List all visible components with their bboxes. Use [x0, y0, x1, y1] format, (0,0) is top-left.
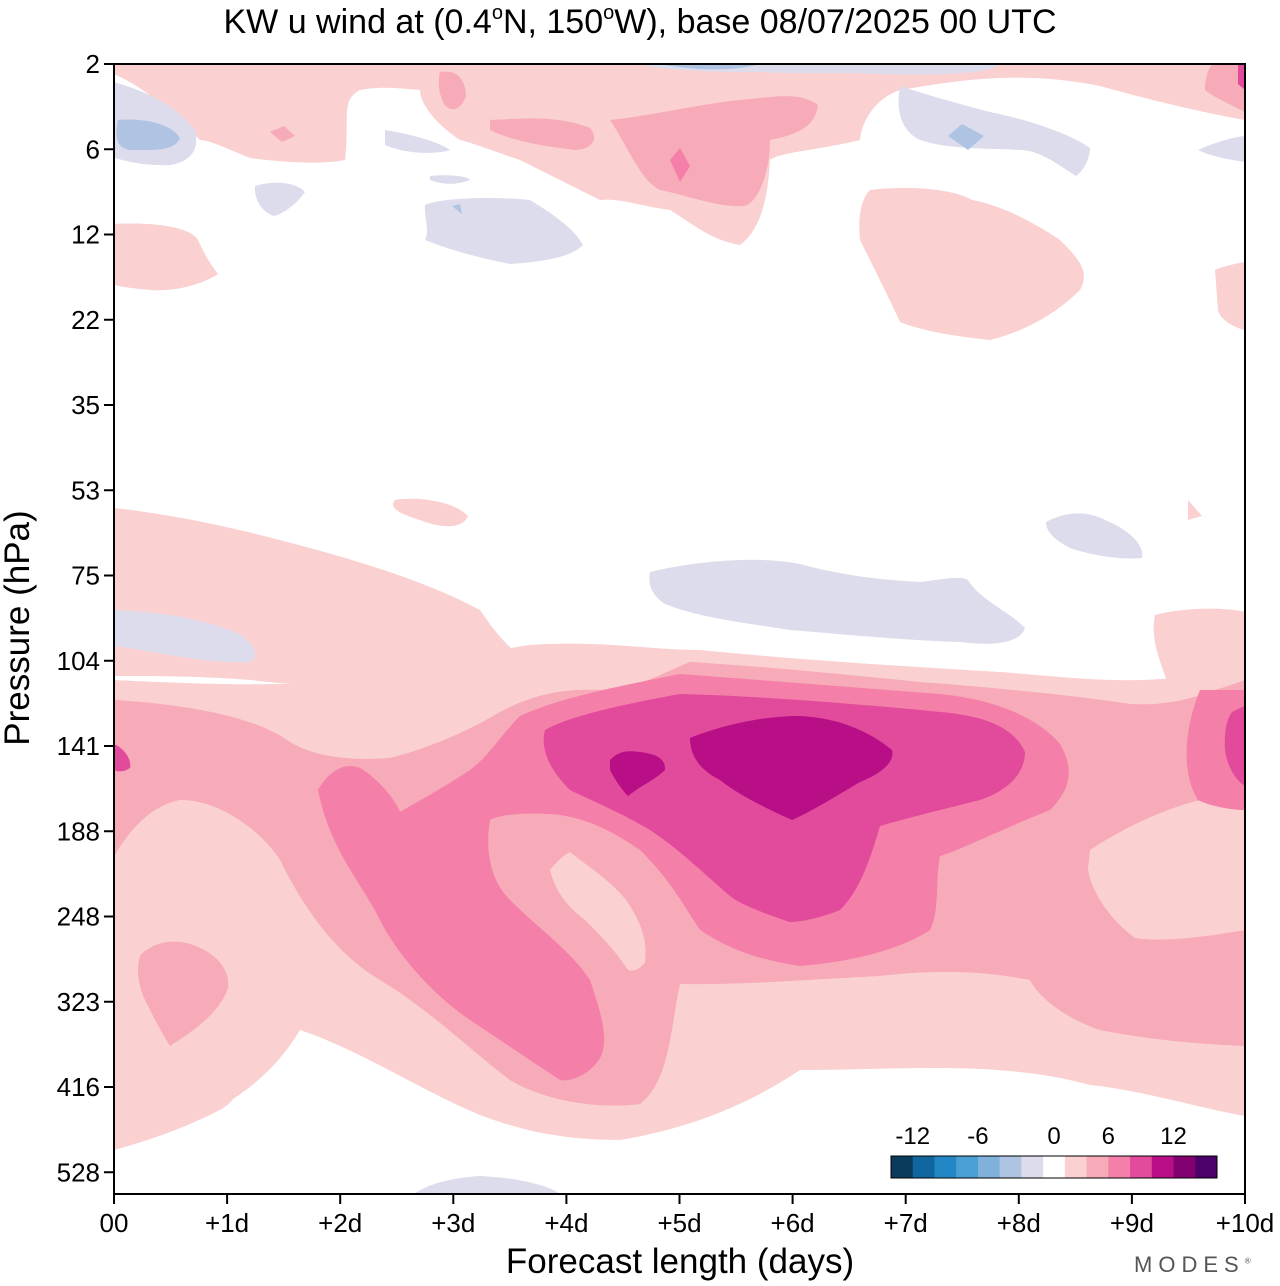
x-tick-label: +9d	[1110, 1208, 1154, 1238]
contour-pos1-strat-farright	[1215, 262, 1245, 330]
colorbar-swatch	[1043, 1156, 1066, 1178]
contour-neg1-b	[254, 182, 305, 216]
colorbar-tick-label: -12	[895, 1123, 930, 1150]
x-tick-label: +1d	[205, 1208, 249, 1238]
colorbar-frame	[890, 1155, 1218, 1179]
x-tick-label: +10d	[1216, 1208, 1275, 1238]
colorbar-swatch	[912, 1156, 935, 1178]
modes-watermark: MODES®	[1134, 1252, 1251, 1277]
colorbar-tick-label: 0	[1047, 1123, 1060, 1150]
contour-pos1-right-rise	[1153, 608, 1245, 690]
contour-pos2-strat-b	[490, 118, 595, 150]
colorbar-swatch	[1173, 1156, 1196, 1178]
y-tick-label: 416	[57, 1072, 100, 1102]
contour-neg2-top-left	[116, 119, 180, 151]
contour-neg1-bottom	[414, 1176, 560, 1194]
colorbar-tick-label: -6	[967, 1123, 988, 1150]
y-axis: 2 6 12 22 35 53 75 104 141 188 248 323 416 528	[57, 49, 114, 1187]
x-tick-label: +2d	[318, 1208, 362, 1238]
contour-pos2-hole-a-inner	[137, 941, 229, 1046]
x-tick-label: +7d	[884, 1208, 928, 1238]
x-tick-label: +5d	[657, 1208, 701, 1238]
colorbar-swatch	[956, 1156, 979, 1178]
x-axis: 00 +1d +2d +3d +4d +5d +6d +7d +8d +9d +10d	[100, 1194, 1275, 1238]
colorbar-swatch	[977, 1156, 1001, 1178]
contour-pos1-hole-b	[1088, 799, 1245, 940]
colorbar-swatch	[1151, 1156, 1175, 1178]
contour-fill-layer	[114, 64, 1245, 1194]
contour-neg2-right	[948, 124, 984, 150]
y-tick-label: 12	[71, 220, 100, 250]
y-tick-label: 75	[71, 561, 100, 591]
colorbar-tick-label: 12	[1160, 1123, 1187, 1150]
contour-pos2-strat-e	[270, 126, 295, 142]
colorbar-swatch	[891, 1156, 914, 1178]
contour-pos1-inner-hole	[550, 852, 646, 971]
contour-pos2-strat-c	[610, 96, 818, 207]
contour-pos1-mid-band	[114, 508, 540, 687]
contour-neg1-right	[898, 86, 1090, 176]
contour-neg1-c	[424, 197, 583, 264]
contour-neg1-a	[385, 130, 450, 153]
contour-pos1-blob-b	[1188, 500, 1202, 520]
y-tick-label: 528	[57, 1157, 100, 1187]
contour-pos1-blob-a	[392, 498, 468, 527]
contour-neg1-mid-center	[649, 559, 1025, 644]
x-tick-label: +3d	[431, 1208, 475, 1238]
colorbar-swatch	[1108, 1156, 1131, 1178]
colorbar-swatch	[1086, 1156, 1109, 1178]
x-tick-label: 00	[100, 1208, 129, 1238]
y-tick-label: 323	[57, 987, 100, 1017]
contour-pos3-strat-peak	[670, 148, 690, 182]
colorbar-swatch	[934, 1156, 957, 1178]
contour-neg2-c	[452, 204, 462, 214]
colorbar: -12 -6 0 6 12	[890, 1123, 1218, 1179]
colorbar-swatch	[1064, 1156, 1088, 1178]
y-tick-label: 6	[86, 134, 100, 164]
contour-pos1-strat-right	[859, 187, 1084, 340]
x-tick-label: +8d	[997, 1208, 1041, 1238]
contour-neg1-d	[430, 175, 470, 184]
y-tick-label: 188	[57, 816, 100, 846]
colorbar-swatch	[1130, 1156, 1153, 1178]
x-tick-label: +4d	[544, 1208, 588, 1238]
contour-pos2-strat-a	[438, 71, 466, 110]
y-tick-label: 248	[57, 902, 100, 932]
y-tick-label: 2	[86, 49, 100, 79]
chart-title: KW u wind at (0.4oN, 150oW), base 08/07/…	[223, 2, 1057, 41]
y-axis-label: Pressure (hPa)	[0, 510, 37, 746]
x-axis-label: Forecast length (days)	[505, 1242, 855, 1281]
contour-pos1-strat-left	[114, 223, 218, 291]
y-tick-label: 35	[71, 390, 100, 420]
contour-neg2-top-strip	[660, 64, 760, 70]
contour-pos4-left-edge	[114, 744, 131, 772]
contour-pos2-strat-d	[1205, 64, 1245, 112]
contour-neg1-mid-left	[114, 610, 256, 663]
colorbar-tick-label: 6	[1102, 1123, 1115, 1150]
contour-pos5-peak-main	[690, 716, 893, 820]
colorbar-swatch	[1195, 1156, 1218, 1178]
contour-neg1-mid-right	[1046, 513, 1143, 559]
y-tick-label: 141	[57, 731, 100, 761]
y-tick-label: 53	[71, 475, 100, 505]
contour-pos5-peak-small	[610, 751, 666, 796]
contour-pos4-right-edge	[1224, 706, 1245, 786]
colorbar-swatch	[1021, 1156, 1044, 1178]
colorbar-swatch	[999, 1156, 1022, 1178]
y-tick-label: 104	[57, 646, 100, 676]
contour-neg1-far-right	[1198, 136, 1245, 162]
x-tick-label: +6d	[771, 1208, 815, 1238]
y-tick-label: 22	[71, 305, 100, 335]
contour-pos4-strat-edge	[1238, 64, 1245, 90]
